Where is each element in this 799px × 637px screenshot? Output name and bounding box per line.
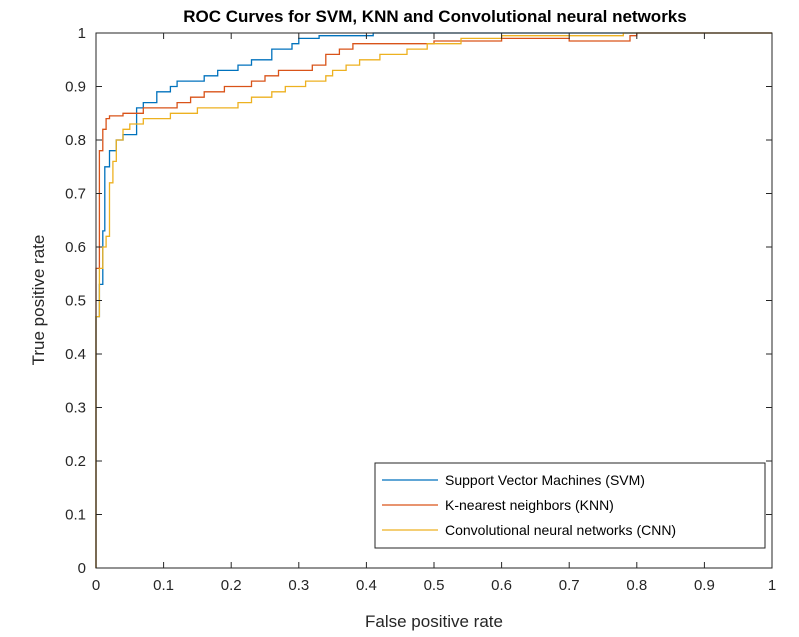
x-tick-label: 0 <box>92 577 100 594</box>
y-tick-label: 0.8 <box>65 132 86 149</box>
y-axis-label: True positive rate <box>29 235 48 366</box>
x-tick-label: 0.4 <box>356 577 377 594</box>
x-tick-label: 0.3 <box>288 577 309 594</box>
legend-label-cnn: Convolutional neural networks (CNN) <box>445 522 676 538</box>
legend-box <box>374 462 766 549</box>
series-line-cnn <box>95 32 772 568</box>
legend-label-svm: Support Vector Machines (SVM) <box>445 472 645 488</box>
x-tick-label: 1 <box>768 577 776 594</box>
x-tick-label: 0.9 <box>694 577 715 594</box>
x-tick-label: 0.1 <box>153 577 174 594</box>
x-axis-label: False positive rate <box>365 612 503 631</box>
legend-label-knn: K-nearest neighbors (KNN) <box>445 497 614 513</box>
y-tick-label: 0.2 <box>65 453 86 470</box>
series-line-svm <box>95 32 772 568</box>
y-tick-label: 0.5 <box>65 293 86 310</box>
y-tick-label: 0 <box>78 560 86 577</box>
x-tick-label: 0.8 <box>626 577 647 594</box>
x-axis: 0 0.1 0.2 0.3 0.4 0.5 0.6 0.7 0.8 0.9 1 <box>92 33 776 594</box>
x-tick-label: 0.6 <box>491 577 512 594</box>
y-axis: 0 0.1 0.2 0.3 0.4 0.5 0.6 0.7 0.8 0.9 1 <box>65 25 772 577</box>
y-tick-label: 0.3 <box>65 400 86 417</box>
y-tick-label: 0.6 <box>65 239 86 256</box>
legend: Support Vector Machines (SVM) K-nearest n… <box>374 462 766 549</box>
chart-title: ROC Curves for SVM, KNN and Convolutiona… <box>183 7 686 26</box>
y-tick-label: 0.4 <box>65 346 86 363</box>
y-tick-label: 0.9 <box>65 79 86 96</box>
series-layer <box>95 32 772 568</box>
x-tick-label: 0.2 <box>221 577 242 594</box>
x-tick-label: 0.7 <box>559 577 580 594</box>
y-tick-label: 1 <box>78 25 86 42</box>
y-tick-label: 0.7 <box>65 186 86 203</box>
x-tick-label: 0.5 <box>424 577 445 594</box>
series-line-knn <box>95 32 772 568</box>
y-tick-label: 0.1 <box>65 507 86 524</box>
